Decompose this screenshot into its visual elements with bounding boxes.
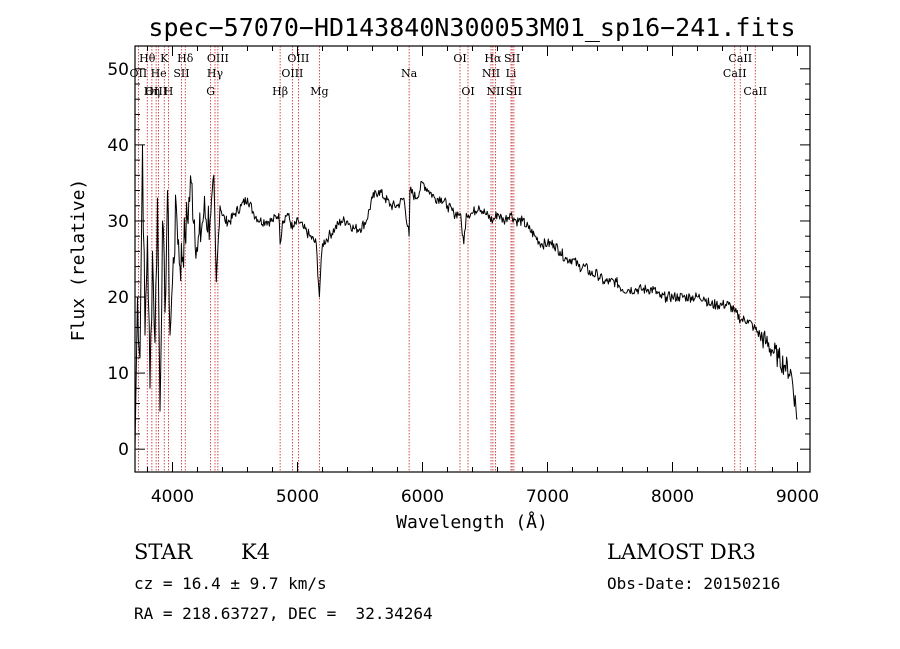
spectrum-line — [134, 144, 798, 450]
marker-label: OIII — [145, 85, 167, 98]
marker-label: Na — [401, 67, 418, 80]
ra-dec: RA = 218.63727, DEC = 32.34264 — [134, 604, 433, 623]
emission-line-markers: Hθ OII OIII He Hη K H SII Hδ OIII Hγ G Hβ OIII OIII Mg N… — [130, 46, 767, 472]
object-class: STAR — [134, 540, 193, 564]
marker-label: SII — [173, 67, 189, 80]
spectral-subclass: K4 — [241, 540, 271, 564]
marker-label: OII — [130, 67, 148, 80]
marker-label: OIII — [207, 52, 229, 65]
x-tick-label: 4000 — [151, 487, 194, 507]
x-tick-label: 9000 — [776, 487, 819, 507]
x-tick-label: 8000 — [651, 487, 694, 507]
marker-label: Li — [506, 67, 517, 80]
marker-label: OIII — [287, 52, 309, 65]
marker-label: NII — [482, 67, 500, 80]
survey-name: LAMOST DR3 — [607, 540, 756, 564]
marker-label: Hθ — [139, 52, 156, 65]
y-axis-label: Flux (relative) — [68, 179, 89, 342]
redshift-line: cz = 16.4 ± 9.7 km/s — [134, 574, 327, 593]
spectrum-series — [134, 144, 798, 450]
marker-label: OIII — [281, 67, 303, 80]
marker-label: OI — [453, 52, 466, 65]
marker-label: CaII — [743, 85, 767, 98]
x-axis-label: Wavelength (Å) — [396, 511, 548, 533]
marker-label: Hα — [484, 52, 502, 65]
marker-label: He — [151, 67, 167, 80]
x-tick-label: 5000 — [276, 487, 319, 507]
marker-label: OI — [461, 85, 474, 98]
y-tick-label: 50 — [107, 60, 129, 80]
marker-label: Hγ — [207, 67, 224, 80]
marker-label: NII — [486, 85, 504, 98]
y-tick-label: 0 — [118, 440, 129, 460]
obs-date: Obs-Date: 20150216 — [607, 574, 781, 593]
marker-label: Hδ — [177, 52, 194, 65]
marker-label: CaII — [723, 67, 747, 80]
x-tick-label: 7000 — [526, 487, 569, 507]
marker-label: Hη — [144, 85, 160, 98]
marker-label: G — [206, 85, 215, 98]
marker-label: H — [164, 85, 174, 98]
axis-ticks: 4000 5000 6000 7000 8000 9000 0 10 20 30 40 50 — [107, 46, 819, 507]
y-tick-label: 30 — [107, 212, 129, 232]
marker-label: Mg — [310, 85, 328, 98]
y-tick-label: 10 — [107, 364, 129, 384]
y-tick-label: 20 — [107, 288, 129, 308]
marker-label: SII — [504, 52, 520, 65]
marker-label: K — [160, 52, 169, 65]
marker-label: CaII — [728, 52, 752, 65]
y-tick-label: 40 — [107, 136, 129, 156]
marker-label: Hβ — [272, 85, 288, 98]
spectrum-chart: spec−57070−HD143840N300053M01_sp16−241.f… — [68, 13, 819, 533]
chart-title: spec−57070−HD143840N300053M01_sp16−241.f… — [148, 13, 795, 42]
x-tick-label: 6000 — [401, 487, 444, 507]
marker-label: SII — [506, 85, 522, 98]
plot-frame — [134, 45, 811, 473]
